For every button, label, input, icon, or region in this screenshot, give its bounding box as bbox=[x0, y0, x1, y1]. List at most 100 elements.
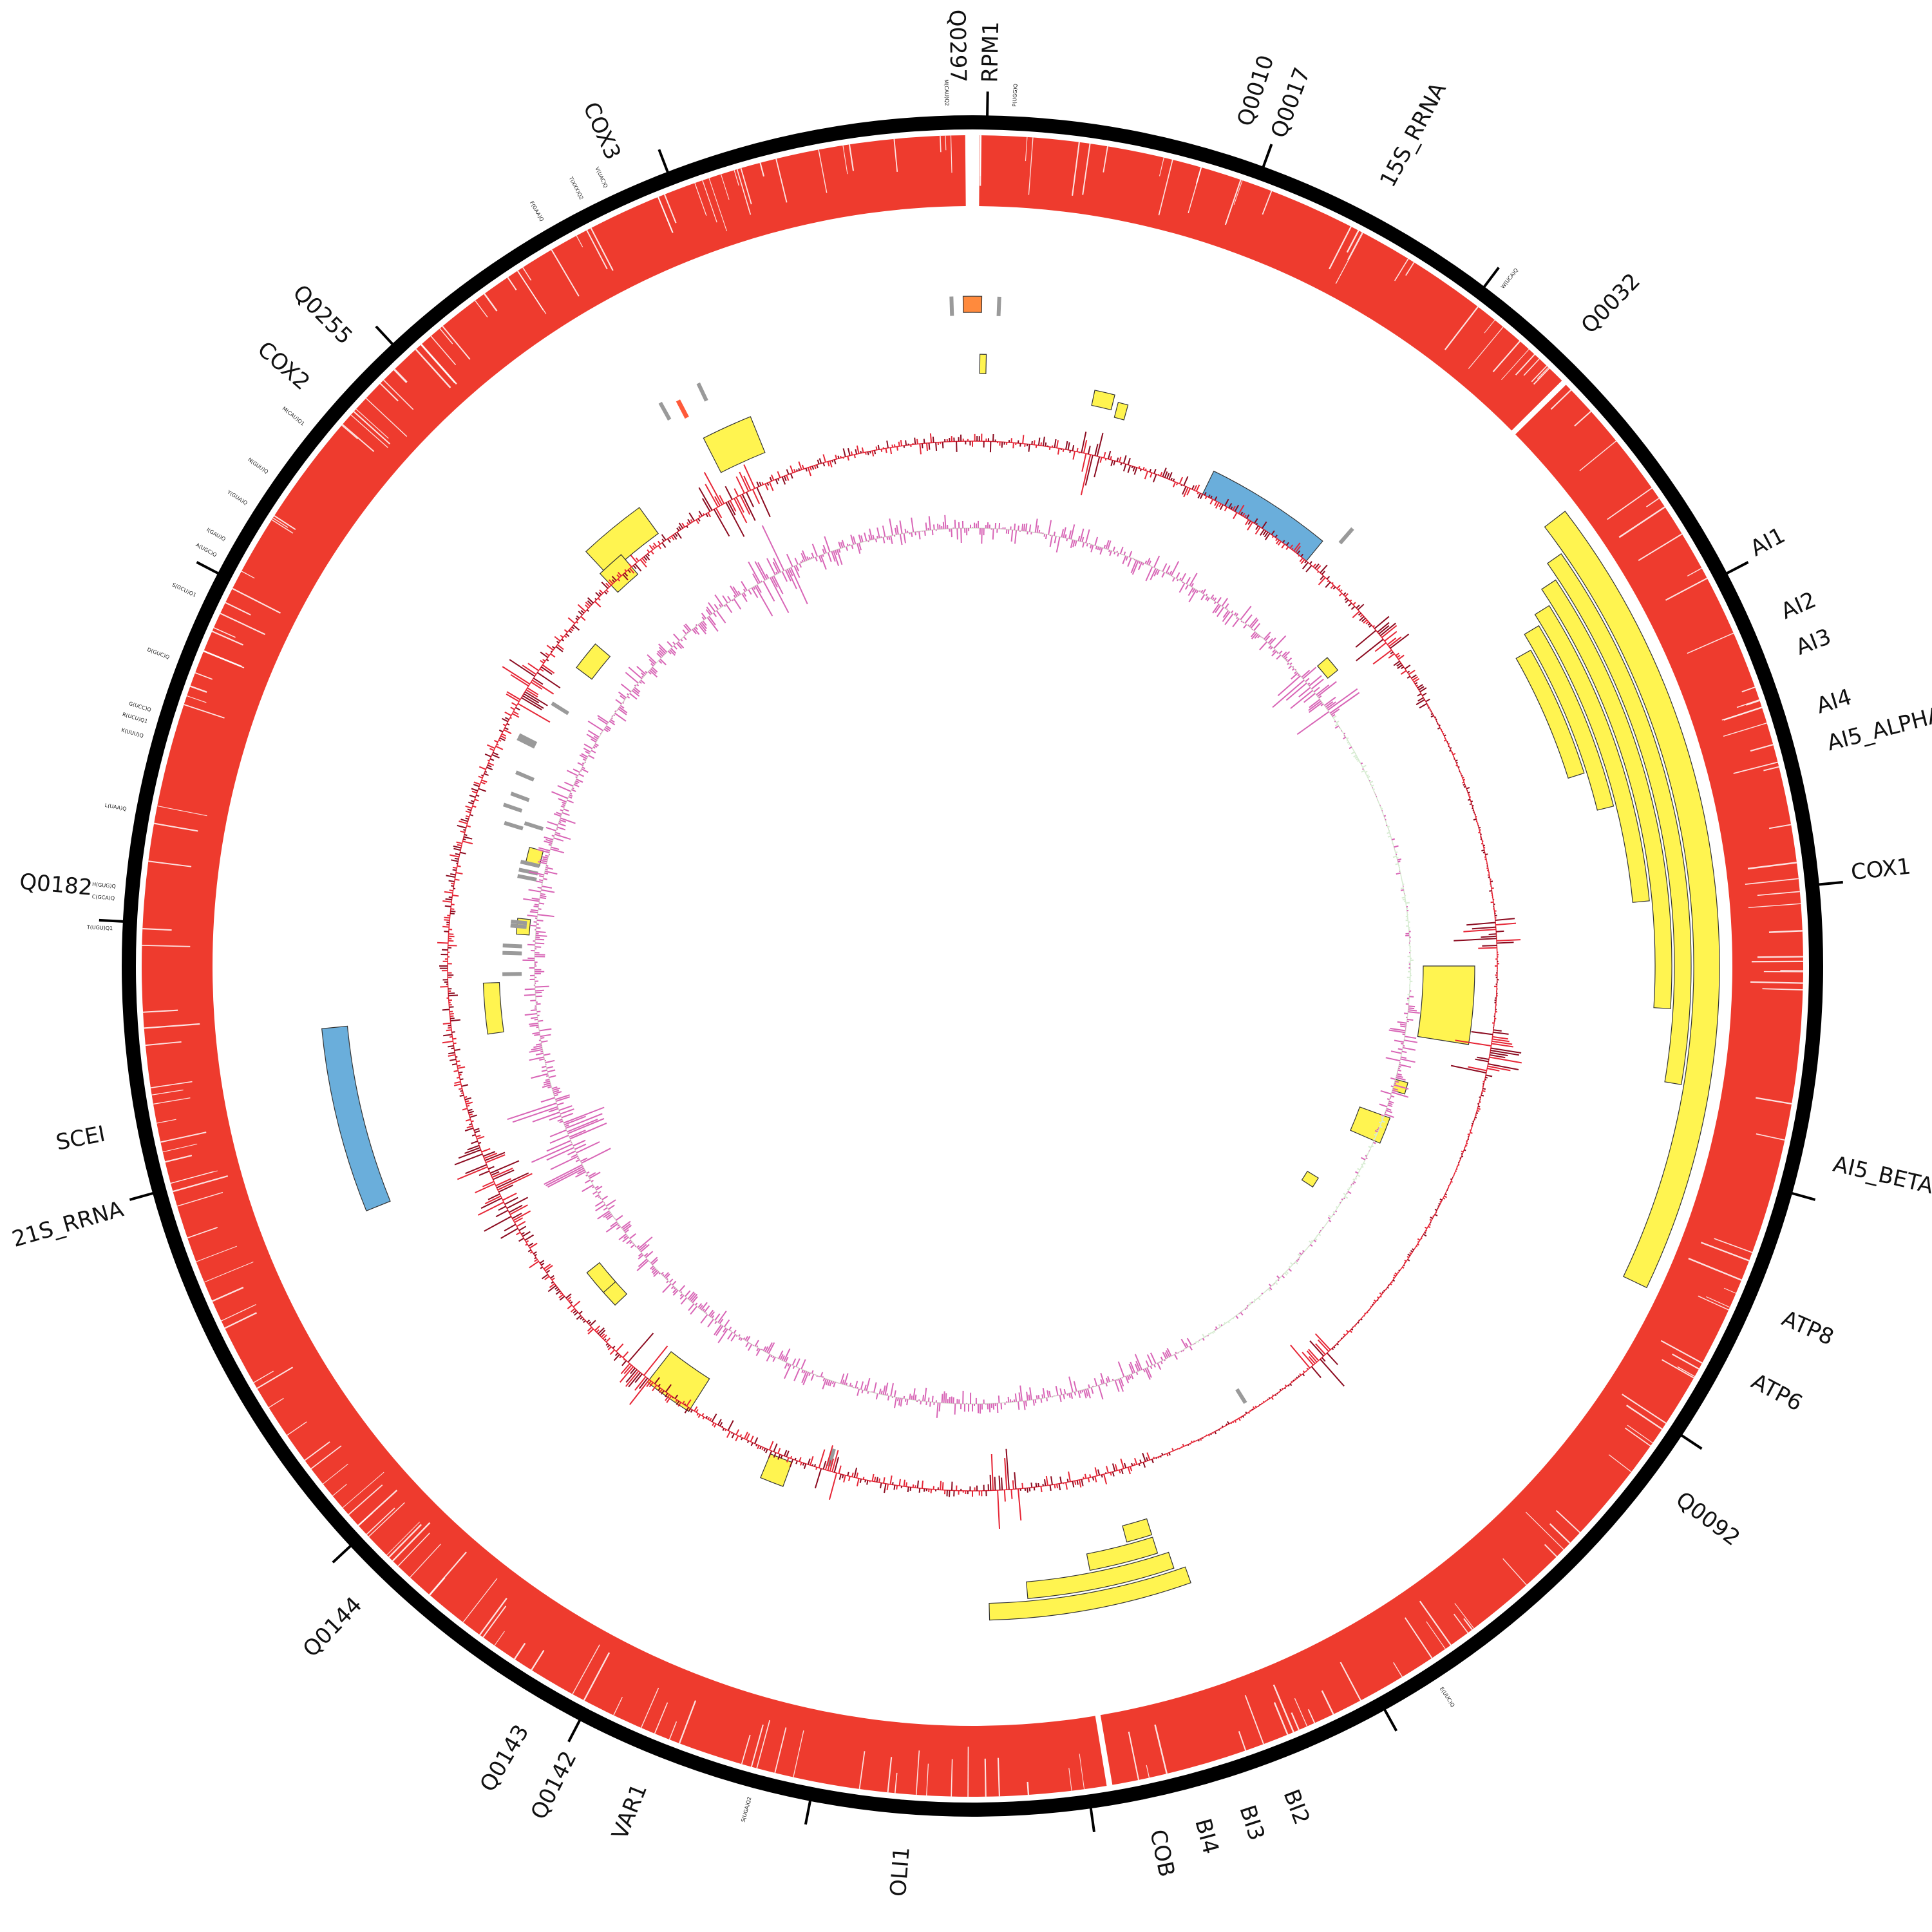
coverage-dip bbox=[1622, 1394, 1667, 1424]
coverage-dip bbox=[1723, 1287, 1736, 1294]
coverage-dip bbox=[1646, 497, 1660, 507]
gene-tick bbox=[1818, 880, 1843, 886]
feature-block bbox=[1202, 470, 1323, 562]
coverage-dip bbox=[759, 162, 765, 177]
coverage-dip bbox=[150, 1081, 193, 1088]
gene-label: AI1 bbox=[1746, 522, 1789, 562]
coverage-dip bbox=[203, 650, 245, 668]
coverage-dip bbox=[196, 1245, 237, 1262]
coverage-dip bbox=[429, 1551, 467, 1596]
gene-label: AI5_BETA bbox=[1831, 1151, 1932, 1200]
feature-block bbox=[1113, 402, 1129, 421]
coverage-dip bbox=[224, 1312, 257, 1329]
feature-block bbox=[1515, 649, 1585, 779]
coverage-dip bbox=[1154, 1724, 1168, 1774]
coverage-dip bbox=[1347, 232, 1363, 260]
trna-bar bbox=[510, 923, 527, 929]
coverage-dip bbox=[415, 348, 451, 388]
coverage-dip bbox=[348, 1484, 383, 1515]
coverage-dip bbox=[194, 672, 213, 680]
coverage-dip bbox=[165, 1155, 193, 1163]
coverage-dip bbox=[1346, 230, 1359, 253]
gene-label: Q0092 bbox=[1671, 1487, 1745, 1551]
trna-bar bbox=[518, 733, 538, 746]
coverage-dip bbox=[1294, 1698, 1308, 1727]
trna-label: S(UGA)Q2 bbox=[740, 1796, 752, 1823]
feature-block bbox=[1091, 390, 1115, 411]
coverage-dip bbox=[1736, 699, 1760, 708]
gene-tick bbox=[1089, 1807, 1095, 1833]
gene-label: 21S_RRNA bbox=[9, 1196, 126, 1252]
coverage-dip bbox=[323, 1463, 348, 1484]
coverage-dip bbox=[740, 167, 752, 205]
coverage-dip bbox=[756, 1719, 771, 1769]
coverage-dip bbox=[160, 1132, 207, 1143]
gene-tick bbox=[567, 1719, 582, 1743]
coverage-dip bbox=[1550, 389, 1572, 410]
coverage-dip bbox=[388, 1524, 422, 1558]
coverage-dip bbox=[720, 174, 730, 200]
coverage-dip bbox=[1501, 348, 1530, 381]
coverage-dip bbox=[1453, 1613, 1468, 1633]
skew-baseline bbox=[534, 527, 1411, 1405]
coverage-dip bbox=[392, 1522, 431, 1562]
coverage-dip bbox=[517, 270, 547, 314]
coverage-dip bbox=[1549, 1523, 1571, 1544]
gene-label: AI3 bbox=[1792, 624, 1835, 661]
coverage-dip bbox=[142, 1009, 178, 1013]
coverage-dip bbox=[997, 1757, 1000, 1797]
feature-block bbox=[962, 296, 983, 313]
gc-trace-light bbox=[437, 433, 1522, 1529]
coverage-dip bbox=[269, 1397, 284, 1408]
coverage-dip bbox=[1523, 358, 1540, 376]
coverage-dip bbox=[221, 1303, 256, 1321]
trna-label: Y(GUA)Q bbox=[226, 489, 249, 506]
coverage-dip bbox=[1329, 226, 1352, 270]
gene-label: Q0297 bbox=[944, 10, 971, 83]
feature-block bbox=[760, 1453, 793, 1487]
coverage-dip bbox=[734, 169, 739, 186]
coverage-dip bbox=[1757, 956, 1803, 958]
gene-label: COX2 bbox=[252, 337, 315, 395]
coverage-dip bbox=[1723, 722, 1767, 737]
feature-block bbox=[703, 416, 766, 473]
coverage-dip bbox=[741, 1734, 751, 1765]
coverage-dip bbox=[225, 601, 251, 616]
coverage-dip bbox=[357, 1490, 398, 1526]
coverage-dip bbox=[355, 408, 389, 439]
gene-label: SCEI bbox=[54, 1121, 108, 1156]
gc-content-track bbox=[437, 431, 1522, 1529]
trna-label: S(GCU)Q1 bbox=[171, 582, 197, 598]
coverage-dip bbox=[1533, 368, 1550, 385]
coverage-dip bbox=[173, 1175, 229, 1193]
coverage-dip bbox=[668, 1721, 677, 1740]
coverage-dip bbox=[1291, 1712, 1300, 1730]
coverage-dip bbox=[494, 1631, 505, 1646]
coverage-dip bbox=[1159, 157, 1164, 176]
gene-tick bbox=[332, 1544, 352, 1564]
coverage-dip bbox=[893, 138, 898, 172]
coverage-dip bbox=[304, 1441, 330, 1461]
coverage-dip bbox=[1555, 1510, 1581, 1533]
coverage-dip bbox=[658, 196, 674, 233]
coverage-dip bbox=[1426, 1621, 1446, 1649]
coverage-dip bbox=[654, 1702, 668, 1734]
coverage-dip bbox=[1762, 988, 1803, 990]
coverage-dip bbox=[430, 336, 457, 366]
gc-skew-track bbox=[507, 515, 1420, 1418]
gene-tick bbox=[129, 1191, 154, 1201]
trna-label: I(GAU)Q bbox=[205, 527, 227, 542]
gene-tick bbox=[1725, 561, 1749, 575]
coverage-dip bbox=[1405, 261, 1415, 276]
coverage-dip bbox=[1677, 1366, 1695, 1378]
coverage-dip bbox=[162, 1143, 198, 1153]
coverage-dip bbox=[640, 1687, 659, 1728]
coverage-dip bbox=[1544, 1544, 1557, 1557]
coverage-dip bbox=[1394, 258, 1409, 281]
coverage-dip bbox=[848, 144, 855, 171]
coverage-dip bbox=[1608, 1454, 1632, 1473]
coverage-dip bbox=[1706, 1296, 1730, 1308]
coverage-dip bbox=[1741, 687, 1756, 693]
coverage-dip bbox=[241, 571, 255, 579]
